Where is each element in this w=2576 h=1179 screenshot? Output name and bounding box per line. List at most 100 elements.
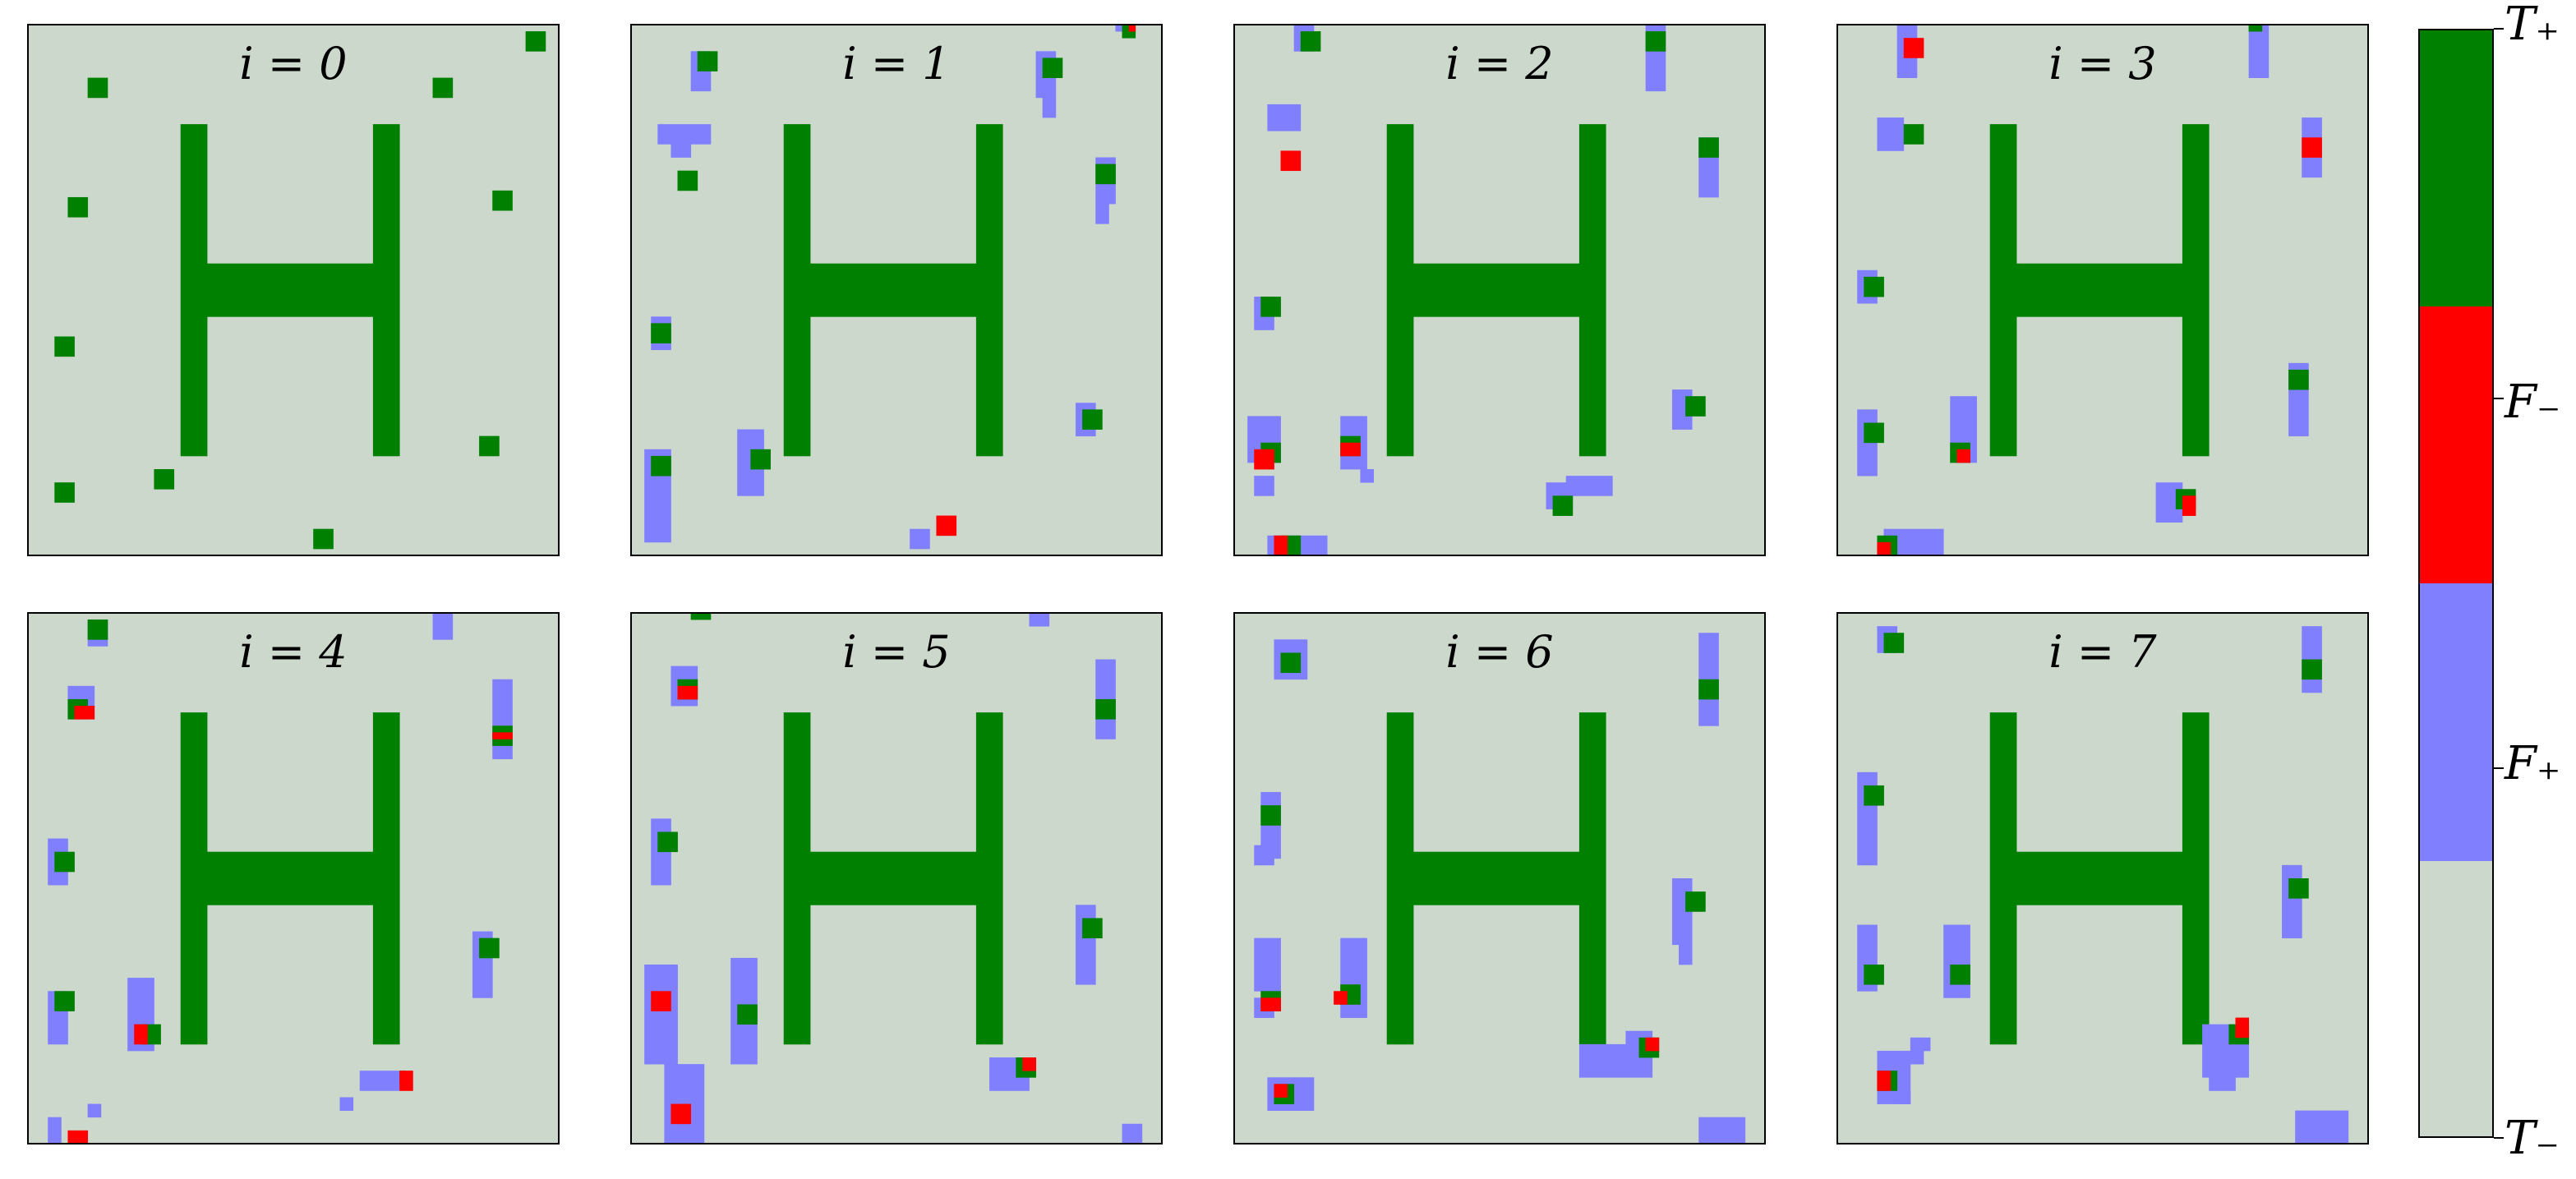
- cell-f-plus: [339, 1097, 354, 1112]
- cell-t-plus: [54, 851, 75, 873]
- cell-t-plus: [525, 31, 546, 52]
- h-shape-cell: [1386, 712, 1414, 1045]
- cell-t-plus: [2288, 878, 2309, 899]
- panel-title: i = 7: [2048, 626, 2157, 678]
- cell-f-minus: [74, 706, 95, 720]
- cell-t-plus: [1095, 698, 1116, 720]
- cell-t-plus: [1903, 124, 1924, 145]
- cell-f-plus: [1896, 1090, 1911, 1104]
- cell-f-minus: [399, 1071, 413, 1091]
- h-shape-cell: [372, 712, 400, 1045]
- cell-f-plus: [2209, 1057, 2236, 1091]
- h-shape-cell: [1578, 124, 1606, 457]
- cell-t-plus: [1645, 31, 1666, 52]
- panel-title: i = 0: [239, 38, 348, 90]
- heatmap-svg: [630, 24, 1163, 556]
- colorbar-tick: [2494, 28, 2504, 30]
- cell-f-minus: [1877, 541, 1891, 556]
- colorbar-segment-f-minus: [2418, 306, 2494, 583]
- panel-title: i = 6: [1445, 626, 1554, 678]
- cell-t-plus: [1883, 633, 1905, 653]
- cell-f-plus: [1340, 937, 1367, 1018]
- cell-f-minus: [2302, 137, 2322, 158]
- h-shape-cell: [810, 263, 977, 317]
- heatmap-panel: i = 1: [621, 23, 1172, 557]
- cell-f-minus: [1254, 449, 1274, 470]
- panel-frame: [1836, 612, 2369, 1144]
- cell-f-plus: [1877, 117, 1905, 151]
- h-shape-cell: [2016, 263, 2183, 317]
- heatmap-panel: i = 4: [18, 611, 569, 1145]
- cell-f-minus: [1280, 150, 1302, 172]
- panel-frame: [27, 24, 560, 556]
- cell-t-plus: [1864, 276, 1884, 297]
- cell-t-plus: [750, 449, 771, 470]
- panel-frame: [630, 612, 1163, 1144]
- h-shape-cell: [207, 851, 374, 905]
- cell-f-minus: [677, 685, 698, 700]
- cell-f-minus: [1334, 991, 1348, 1005]
- h-shape-cell: [207, 263, 374, 317]
- cell-t-plus: [479, 435, 500, 457]
- h-shape-cell: [2182, 124, 2210, 457]
- heatmap-panel: i = 5: [621, 611, 1172, 1145]
- cell-t-plus: [690, 613, 712, 620]
- heatmap-svg: [27, 24, 560, 556]
- cell-f-plus: [1095, 204, 1109, 224]
- cell-f-minus: [1956, 449, 1970, 463]
- cell-f-plus: [657, 124, 712, 145]
- cell-f-plus: [670, 144, 692, 158]
- cell-f-minus: [936, 515, 957, 537]
- heatmap-svg: [630, 612, 1163, 1144]
- cell-t-plus: [87, 619, 108, 640]
- colorbar: [2418, 29, 2494, 1138]
- cell-f-plus: [1122, 1123, 1143, 1144]
- cell-t-plus: [1552, 495, 1574, 516]
- h-shape-cell: [180, 124, 208, 457]
- colorbar-segment-f-plus: [2418, 583, 2494, 861]
- h-shape-cell: [2016, 851, 2183, 905]
- cell-f-minus: [2235, 1017, 2250, 1039]
- cell-t-plus: [432, 77, 454, 99]
- cell-f-plus: [359, 1071, 400, 1091]
- h-shape-cell: [1413, 263, 1580, 317]
- cell-f-plus: [1076, 905, 1096, 985]
- cell-f-minus: [651, 991, 671, 1011]
- cell-f-plus: [492, 679, 513, 760]
- cell-f-plus: [1698, 1117, 1746, 1144]
- cell-f-minus: [1903, 38, 1924, 58]
- panel-frame: [1233, 612, 1766, 1144]
- h-shape-cell: [1386, 124, 1414, 457]
- heatmap-panel: i = 6: [1224, 611, 1775, 1145]
- h-shape-cell: [1989, 712, 2017, 1045]
- cell-t-plus: [1698, 137, 1719, 158]
- cell-f-plus: [2282, 864, 2302, 939]
- cell-f-plus: [1254, 476, 1274, 496]
- cell-t-plus: [54, 991, 75, 1011]
- cell-f-plus: [644, 964, 678, 1065]
- cell-t-plus: [677, 170, 698, 191]
- h-shape-cell: [1413, 851, 1580, 905]
- colorbar-tick: [2494, 398, 2504, 399]
- panel-title: i = 3: [2048, 38, 2157, 90]
- cell-t-plus: [2288, 369, 2309, 390]
- panel-title: i = 2: [1445, 38, 1554, 90]
- cell-f-plus: [1903, 1050, 1924, 1065]
- cell-f-plus: [1360, 469, 1374, 483]
- cell-f-minus: [134, 1024, 148, 1045]
- cell-t-plus: [651, 455, 671, 477]
- cell-t-plus: [492, 190, 513, 211]
- cell-t-plus: [1260, 297, 1281, 317]
- cell-t-plus: [67, 196, 89, 218]
- panel-frame: [1233, 24, 1766, 556]
- cell-f-plus: [1267, 104, 1302, 131]
- cell-t-plus: [313, 528, 334, 550]
- cell-t-plus: [54, 482, 75, 503]
- heatmap-svg: [1233, 24, 1766, 556]
- cell-t-plus: [1950, 964, 1970, 985]
- cell-t-plus: [2302, 659, 2322, 680]
- cell-t-plus: [1300, 31, 1321, 52]
- cell-f-minus: [1128, 25, 1136, 32]
- panel-title: i = 4: [239, 626, 348, 678]
